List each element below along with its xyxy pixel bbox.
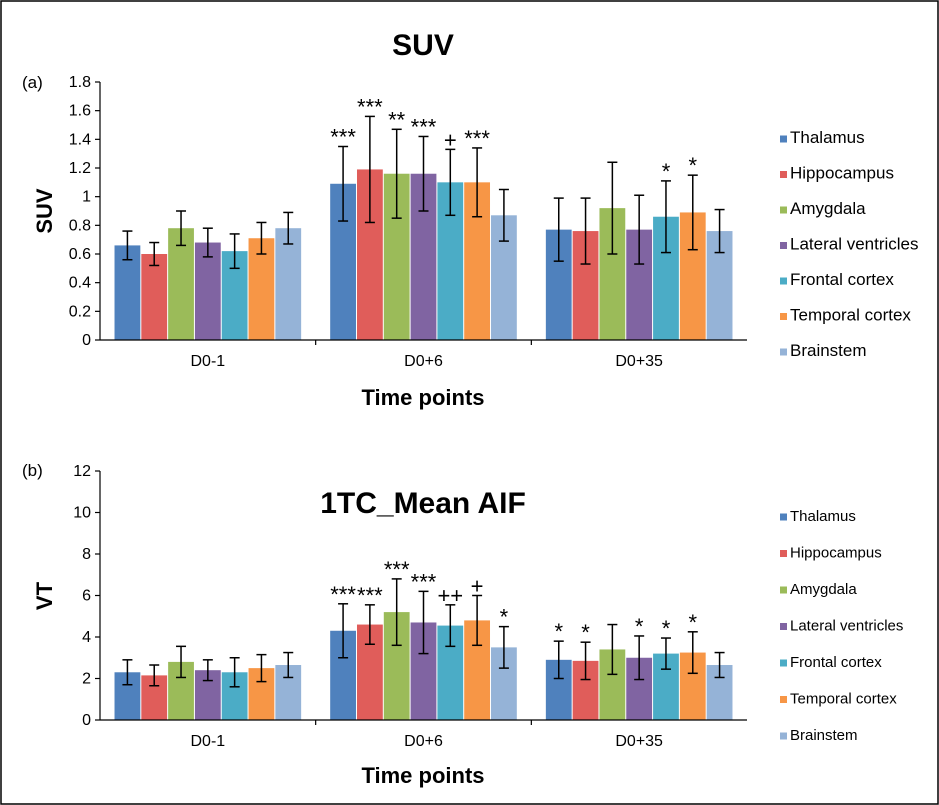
panel-b-significance-marker: * bbox=[688, 610, 697, 635]
panel-b-x-tick-label: D0-1 bbox=[190, 733, 225, 750]
panel-a-y-axis-title: SUV bbox=[32, 188, 57, 234]
panel-b-chart-title: 1TC_Mean AIF bbox=[320, 487, 526, 520]
panel-a-y-tick-label: 1.4 bbox=[69, 131, 91, 148]
panel-b-x-tick-label: D0+35 bbox=[615, 733, 663, 750]
panel-b-legend-label: Lateral ventricles bbox=[790, 618, 903, 635]
panel-a-legend-swatch bbox=[780, 206, 787, 214]
panel-a-bar-amygdala-d0-1 bbox=[168, 228, 194, 340]
panel-a-legend-label: Thalamus bbox=[790, 128, 865, 147]
panel-a-significance-marker: * bbox=[662, 159, 671, 184]
panel-a-bar-hippocampus-d0-1 bbox=[141, 254, 168, 340]
panel-b-significance-marker: * bbox=[635, 614, 644, 639]
panel-a-x-tick-label: D0+35 bbox=[615, 353, 663, 370]
panel-a-y-tick-label: 0 bbox=[82, 332, 91, 349]
panel-a-bar-thalamus-d0-1 bbox=[114, 245, 141, 340]
panel-a-legend-swatch bbox=[780, 135, 787, 143]
panel-b-significance-marker: ++ bbox=[437, 583, 463, 608]
panel-b-y-axis-title: VT bbox=[32, 581, 57, 610]
panel-b-significance-marker: + bbox=[471, 574, 484, 599]
panel-a-y-tick-label: 0.4 bbox=[69, 275, 91, 292]
panel-b-legend-swatch bbox=[780, 513, 787, 521]
panel-a-significance-marker: *** bbox=[411, 114, 437, 139]
panel-b-legend-label: Amygdala bbox=[790, 581, 857, 598]
panel-b-significance-marker: * bbox=[500, 605, 509, 630]
panel-b-legend-label: Frontal cortex bbox=[790, 654, 882, 671]
panel-b-legend-label: Temporal cortex bbox=[790, 691, 897, 708]
panel-a-x-axis-title: Time points bbox=[361, 385, 484, 410]
panel-b-significance-marker: * bbox=[554, 619, 563, 644]
panel-b-significance-marker: *** bbox=[330, 582, 356, 607]
panel-b-legend-swatch bbox=[780, 550, 787, 557]
panel-b-legend-swatch bbox=[780, 696, 787, 703]
panel-b-legend-label: Hippocampus bbox=[790, 545, 882, 562]
panel-a-y-tick-label: 1.2 bbox=[69, 160, 91, 177]
panel-a-bar-brainstem-d0-1 bbox=[275, 228, 302, 340]
panel-b-y-tick-label: 4 bbox=[82, 629, 91, 646]
panel-a-y-tick-label: 0.6 bbox=[69, 246, 91, 263]
panel-a-legend-swatch bbox=[780, 242, 787, 249]
panel-b-significance-marker: * bbox=[662, 616, 671, 641]
panel-b-y-tick-label: 10 bbox=[73, 505, 91, 522]
panel-a-legend-swatch bbox=[780, 277, 787, 285]
panel-a-significance-marker: *** bbox=[464, 126, 490, 151]
panel-b-significance-marker: * bbox=[581, 620, 590, 645]
panel-b-y-tick-label: 8 bbox=[82, 546, 91, 563]
panel-b-legend-label: Brainstem bbox=[790, 727, 858, 744]
panel-a-significance-marker: + bbox=[444, 127, 457, 152]
panel-a-legend-label: Frontal cortex bbox=[790, 270, 894, 289]
panel-a-legend-label: Brainstem bbox=[790, 341, 867, 360]
panel-b-significance-marker: *** bbox=[357, 583, 383, 608]
panel-a-legend-label: Temporal cortex bbox=[790, 306, 911, 325]
panel-b-y-tick-label: 12 bbox=[73, 463, 91, 480]
panel-b-panel-label: (b) bbox=[22, 461, 43, 480]
panel-a-legend-label: Lateral ventricles bbox=[790, 235, 919, 254]
panel-a-legend-label: Amygdala bbox=[790, 199, 866, 218]
panel-a-y-tick-label: 0.2 bbox=[69, 303, 91, 320]
panel-a-significance-marker: * bbox=[688, 153, 697, 178]
panel-b-significance-marker: *** bbox=[411, 569, 437, 594]
panel-a-chart-title: SUV bbox=[392, 29, 454, 62]
panel-a-legend-swatch bbox=[780, 313, 787, 320]
panel-a-bar-lateral-ventricles-d0-1 bbox=[194, 242, 221, 340]
panel-a-y-tick-label: 1.8 bbox=[69, 74, 91, 91]
panel-a-bar-temporal-cortex-d0-1 bbox=[248, 238, 275, 340]
panel-a-significance-marker: *** bbox=[330, 125, 356, 150]
panel-a-legend-swatch bbox=[780, 171, 787, 178]
panel-a-legend-swatch bbox=[780, 348, 787, 356]
panel-a-panel-label: (a) bbox=[22, 73, 43, 92]
panel-a-significance-marker: *** bbox=[357, 94, 383, 119]
panel-b-x-axis-title: Time points bbox=[361, 763, 484, 788]
panel-a-y-tick-label: 0.8 bbox=[69, 217, 91, 234]
panel-a-x-tick-label: D0-1 bbox=[190, 353, 225, 370]
panel-b-legend-label: Thalamus bbox=[790, 508, 856, 525]
panel-b-legend-swatch bbox=[780, 732, 787, 740]
panel-b-y-tick-label: 0 bbox=[82, 712, 91, 729]
panel-b-significance-marker: *** bbox=[384, 557, 410, 582]
panel-a-y-tick-label: 1.6 bbox=[69, 103, 91, 120]
panel-b-y-tick-label: 6 bbox=[82, 588, 91, 605]
panel-a-x-tick-label: D0+6 bbox=[404, 353, 443, 370]
panel-b-legend-swatch bbox=[780, 623, 787, 630]
panel-b-legend-swatch bbox=[780, 586, 787, 594]
panel-a-y-tick-label: 1 bbox=[82, 189, 91, 206]
panel-a-legend-label: Hippocampus bbox=[790, 164, 894, 183]
panel-b-x-tick-label: D0+6 bbox=[404, 733, 443, 750]
panel-b-y-tick-label: 2 bbox=[82, 671, 91, 688]
panel-a-significance-marker: ** bbox=[388, 107, 406, 132]
panel-b-legend-swatch bbox=[780, 659, 787, 667]
